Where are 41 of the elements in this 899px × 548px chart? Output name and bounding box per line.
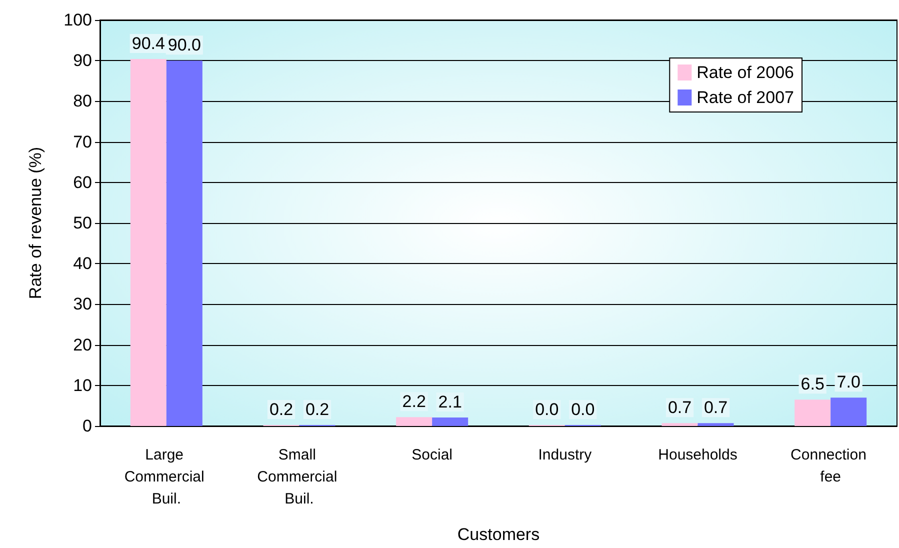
- y-tick-label: 50: [73, 214, 92, 232]
- y-axis-title: Rate of revenue (%): [26, 146, 45, 300]
- y-tick-label: 70: [73, 132, 92, 152]
- data-label: 0.0: [571, 400, 595, 419]
- y-tick-label: 40: [73, 254, 92, 274]
- data-label: 0.7: [704, 398, 728, 418]
- x-tick-label: Small Commercial Buil.: [257, 446, 342, 508]
- data-label: 2.1: [438, 392, 462, 412]
- data-label: 0.0: [535, 400, 559, 419]
- x-tick-label: Industry: [538, 446, 592, 464]
- y-tick-label: 100: [64, 10, 92, 30]
- bar: [662, 423, 698, 426]
- y-tick-label: 90: [73, 51, 92, 70]
- bar: [130, 58, 166, 426]
- x-axis-title: Customers: [457, 525, 540, 544]
- y-tick-label: 30: [73, 294, 92, 314]
- y-tick-label: 10: [73, 376, 92, 395]
- bar: [432, 417, 468, 426]
- data-label: 0.2: [305, 400, 330, 419]
- x-tick-label: Households: [658, 446, 738, 464]
- bar: [396, 417, 432, 426]
- data-label: 2.2: [402, 392, 426, 412]
- y-tick-label: 20: [73, 335, 92, 354]
- data-label: 0.7: [668, 398, 692, 418]
- y-tick-label: 60: [73, 172, 92, 192]
- x-tick-label: Large Commercial Buil.: [124, 446, 209, 508]
- bar: [830, 398, 867, 426]
- bar: [698, 423, 734, 426]
- bar: [794, 400, 831, 426]
- y-tick-label: 0: [82, 416, 92, 436]
- data-label: 0.2: [269, 400, 294, 419]
- x-tick-label: Social: [412, 446, 453, 464]
- data-label: 90.4: [132, 34, 165, 53]
- data-label: 6.5: [800, 374, 824, 394]
- data-label: 7.0: [836, 372, 860, 392]
- legend-label: Rate of 2007: [696, 88, 794, 107]
- x-tick-label: Connection fee: [790, 446, 871, 486]
- y-tick-label: 80: [73, 92, 92, 111]
- data-label: 90.0: [168, 36, 201, 55]
- legend-label: Rate of 2006: [696, 63, 794, 82]
- bar: [166, 60, 202, 426]
